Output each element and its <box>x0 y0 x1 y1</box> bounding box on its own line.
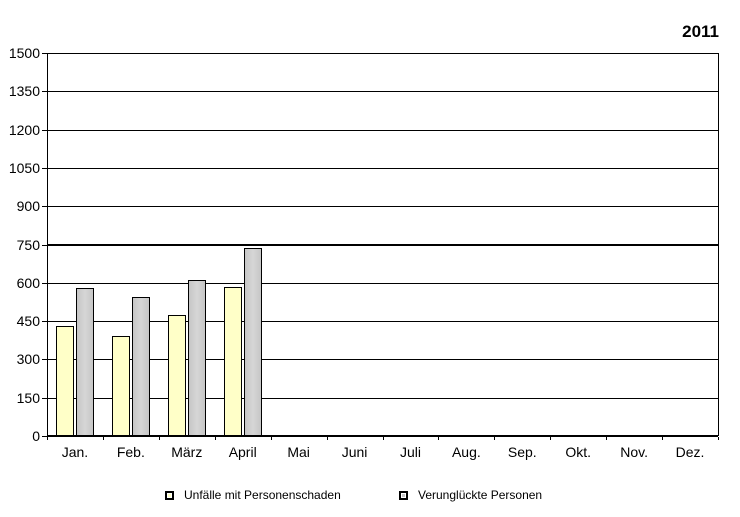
x-axis-tick <box>158 437 160 440</box>
gridline-1050 <box>47 167 718 169</box>
x-tick-label: Juni <box>341 444 368 460</box>
x-axis-tick <box>662 437 664 440</box>
x-axis-tick <box>47 437 48 440</box>
y-axis-tick <box>42 436 47 437</box>
legend-swatch-verunglueckte-icon <box>399 490 408 500</box>
bar <box>131 296 150 436</box>
y-axis-tick <box>42 53 47 54</box>
y-tick-label: 150 <box>16 389 40 406</box>
y-axis-tick <box>42 244 47 246</box>
y-tick-label: 600 <box>16 274 40 291</box>
y-tick-label: 1200 <box>8 121 40 138</box>
x-axis-tick <box>326 437 328 440</box>
y-tick-label: 450 <box>16 313 40 330</box>
x-tick-label: Mai <box>287 444 310 460</box>
x-tick-label: Jan. <box>61 444 89 460</box>
x-axis-tick <box>382 437 384 440</box>
x-axis-tick <box>606 437 608 440</box>
y-axis-tick <box>42 129 47 131</box>
x-tick-label: Aug. <box>451 444 481 460</box>
y-axis-tick <box>42 359 47 361</box>
y-axis-tick <box>42 282 47 284</box>
x-axis-tick <box>102 437 104 440</box>
bar <box>55 326 74 436</box>
x-axis-tick <box>214 437 216 440</box>
x-tick-label: Juli <box>399 444 421 460</box>
bar <box>243 248 262 436</box>
x-axis-tick <box>438 437 440 440</box>
y-tick-label: 300 <box>16 351 40 368</box>
y-axis-tick <box>42 206 47 208</box>
gridline-300 <box>47 359 718 361</box>
y-axis-tick <box>42 91 47 93</box>
gridline-1350 <box>47 91 718 93</box>
bar <box>223 286 242 436</box>
chart-year-label: 2011 <box>682 22 719 41</box>
y-axis-tick <box>42 397 47 399</box>
x-axis-line <box>47 435 718 437</box>
y-tick-label: 750 <box>16 236 40 253</box>
legend-item-unfaelle: Unfälle mit Personenschaden <box>165 488 341 502</box>
gridline-450 <box>47 321 718 323</box>
bar <box>75 287 94 436</box>
x-axis-tick <box>718 437 719 440</box>
x-tick-label: Okt. <box>565 444 592 460</box>
x-tick-label: Feb. <box>116 444 145 460</box>
legend-label-verunglueckte: Verunglückte Personen <box>418 488 543 502</box>
gridline-150 <box>47 397 718 399</box>
y-tick-label: 1050 <box>8 159 40 176</box>
legend-item-verunglueckte: Verunglückte Personen <box>399 488 542 502</box>
x-axis-tick <box>494 437 496 440</box>
bar <box>167 314 186 436</box>
gridline-600 <box>47 282 718 284</box>
y-tick-label: 1350 <box>8 83 40 100</box>
legend: Unfälle mit Personenschaden Verunglückte… <box>0 484 740 508</box>
x-axis-tick <box>270 437 272 440</box>
gridline-750 <box>47 243 718 246</box>
legend-swatch-unfaelle-icon <box>165 490 174 500</box>
x-tick-label: Sep. <box>507 444 537 460</box>
y-tick-label: 1500 <box>8 45 40 61</box>
y-tick-label: 900 <box>16 198 40 215</box>
x-tick-label: Dez. <box>675 444 705 460</box>
bar <box>111 336 130 436</box>
y-axis-tick <box>42 167 47 169</box>
bar <box>187 280 206 436</box>
gridline-1200 <box>47 129 718 131</box>
y-tick-label: 0 <box>32 428 40 444</box>
x-axis-tick <box>550 437 552 440</box>
gridline-1500 <box>47 53 718 54</box>
gridline-900 <box>47 206 718 208</box>
x-tick-label: April <box>228 444 257 460</box>
x-tick-label: Nov. <box>620 444 648 460</box>
x-tick-label: März <box>171 444 203 460</box>
legend-label-unfaelle: Unfälle mit Personenschaden <box>184 488 341 502</box>
y-axis-tick <box>42 321 47 323</box>
